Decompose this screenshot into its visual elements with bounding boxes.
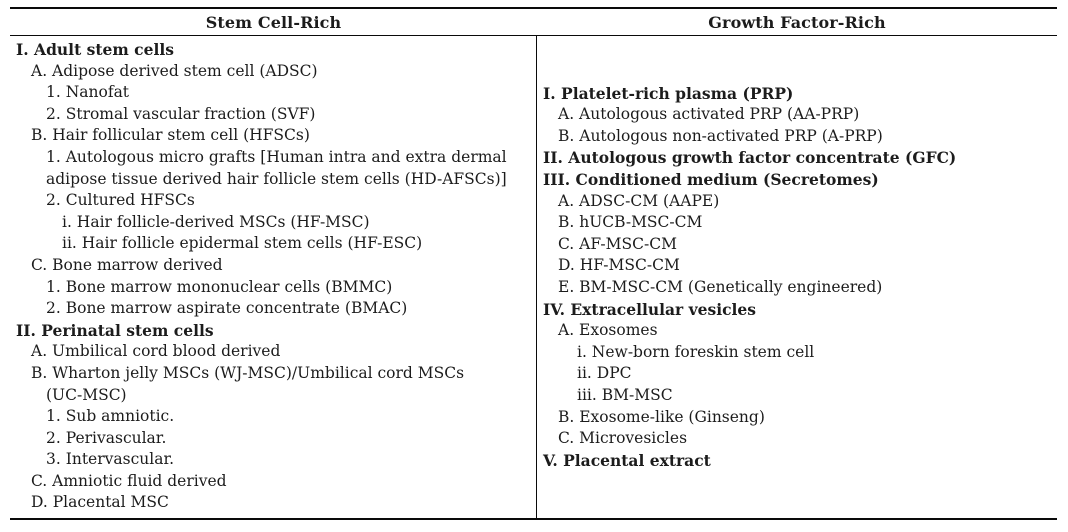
- list-item: D. HF-MSC-CM: [558, 256, 680, 275]
- list-item: B. hUCB-MSC-CM: [558, 213, 703, 232]
- list-item: V. Placental extract: [543, 450, 711, 470]
- list-item: 1. Bone marrow mononuclear cells (BMMC): [46, 277, 393, 296]
- list-item: I. Adult stem cells: [16, 40, 174, 59]
- list-item: (UC-MSC): [46, 385, 127, 404]
- list-item: E. BM-MSC-CM (Genetically engineered): [558, 278, 883, 296]
- table-header-row: Stem Cell-Rich Growth Factor-Rich: [10, 9, 1057, 36]
- column-header-stem-cell-rich: Stem Cell-Rich: [205, 12, 342, 32]
- list-item: B. Wharton jelly MSCs (WJ-MSC)/Umbilical…: [31, 363, 465, 382]
- table-body-row: I. Adult stem cells A. Adipose derived st…: [10, 36, 1057, 518]
- list-item: ii. Hair follicle epidermal stem cells (…: [62, 234, 423, 253]
- list-item: II. Autologous growth factor concentrate…: [543, 148, 957, 168]
- list-item: C. Bone marrow derived: [31, 255, 223, 274]
- stem-cell-rich-column: I. Adult stem cells A. Adipose derived st…: [10, 36, 537, 518]
- list-item: C. AF-MSC-CM: [558, 234, 677, 253]
- list-item: II. Perinatal stem cells: [16, 320, 214, 340]
- list-item: A. Autologous activated PRP (AA-PRP): [558, 105, 860, 124]
- list-item: i. New-born foreskin stem cell: [577, 342, 815, 361]
- classification-table: Stem Cell-Rich Growth Factor-Rich I. Adu…: [10, 7, 1057, 520]
- list-item: C. Amniotic fluid derived: [31, 471, 227, 490]
- list-item: C. Microvesicles: [558, 429, 688, 448]
- list-item: 3. Intervascular.: [46, 450, 175, 469]
- list-item: 1. Nanofat: [46, 83, 130, 102]
- list-item: iii. BM-MSC: [577, 385, 673, 404]
- list-item: B. Autologous non-activated PRP (A-PRP): [558, 126, 883, 145]
- list-item: B. Hair follicular stem cell (HFSCs): [31, 126, 310, 145]
- growth-factor-rich-column: I. Platelet-rich plasma (PRP) A. Autologo…: [537, 36, 1057, 518]
- list-item: D. Placental MSC: [31, 493, 169, 512]
- list-item: A. ADSC-CM (AAPE): [558, 191, 720, 210]
- list-item: A. Exosomes: [558, 321, 658, 340]
- list-item: 1. Autologous micro grafts [Human intra …: [46, 147, 507, 166]
- list-item: B. Exosome-like (Ginseng): [558, 407, 765, 426]
- column-header-growth-factor-rich: Growth Factor-Rich: [708, 12, 886, 32]
- list-item: i. Hair follicle-derived MSCs (HF-MSC): [62, 212, 370, 231]
- list-item: 2. Cultured HFSCs: [46, 191, 195, 210]
- list-item: A. Adipose derived stem cell (ADSC): [31, 61, 318, 80]
- list-item: I. Platelet-rich plasma (PRP): [543, 83, 794, 103]
- list-item: 1. Sub amniotic.: [46, 407, 175, 426]
- list-item: 2. Perivascular.: [46, 428, 167, 447]
- list-item: adipose tissue derived hair follicle ste…: [46, 169, 507, 188]
- list-item: A. Umbilical cord blood derived: [31, 342, 281, 361]
- list-item: 2. Bone marrow aspirate concentrate (BMA…: [46, 299, 408, 318]
- list-item: IV. Extracellular vesicles: [543, 299, 757, 319]
- list-item: ii. DPC: [577, 364, 632, 383]
- list-item: III. Conditioned medium (Secretomes): [543, 170, 879, 190]
- list-item: 2. Stromal vascular fraction (SVF): [46, 104, 316, 123]
